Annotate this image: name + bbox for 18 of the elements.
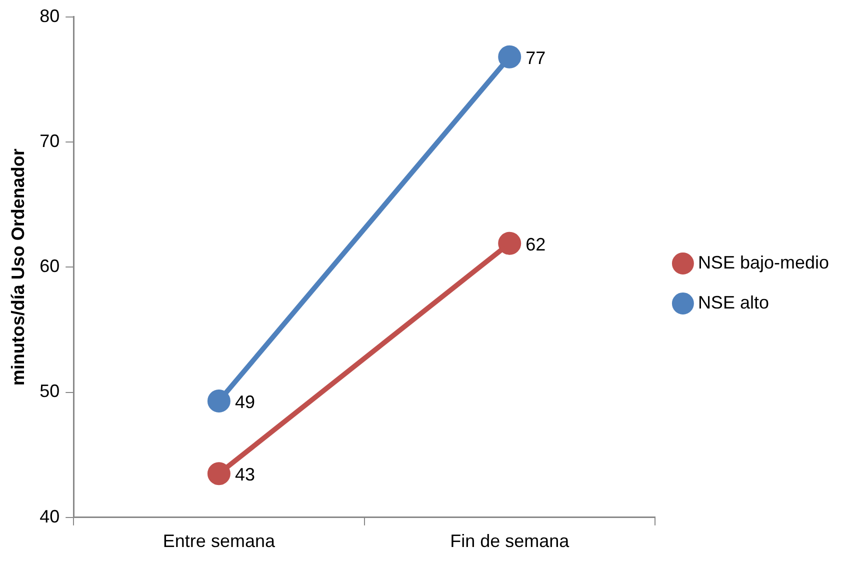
y-tick-label: 60 — [40, 256, 60, 276]
legend-label: NSE bajo-medio — [698, 252, 829, 272]
x-tick-label: Fin de semana — [450, 531, 570, 552]
point — [498, 45, 522, 68]
data-label: 49 — [234, 392, 255, 412]
legend-label: NSE alto — [698, 292, 769, 312]
data-label: 77 — [526, 48, 546, 68]
y-tick-label: 70 — [40, 130, 60, 151]
y-axis-title: minutos/día Uso Ordenador — [8, 148, 28, 386]
y-tick-label: 80 — [40, 6, 60, 26]
point — [207, 390, 230, 413]
y-tick-label: 50 — [40, 381, 60, 402]
point — [207, 462, 230, 486]
y-tick-label: 40 — [40, 506, 60, 526]
data-label: 43 — [234, 464, 255, 485]
x-tick-label: Entre semana — [162, 531, 276, 552]
point — [498, 232, 522, 255]
data-label: 62 — [526, 234, 546, 254]
